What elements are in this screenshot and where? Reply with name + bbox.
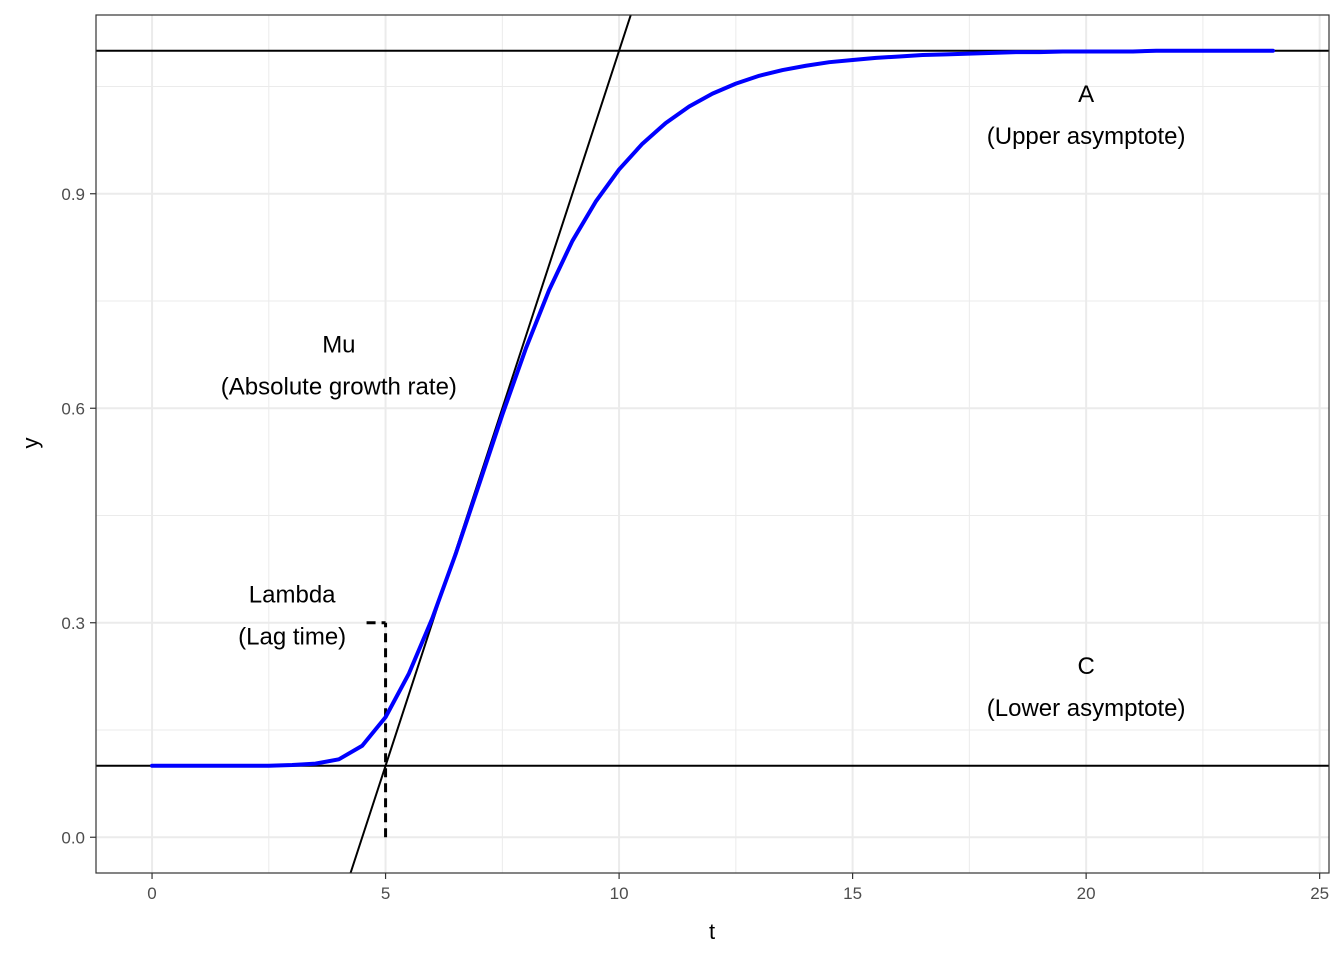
x-tick-label: 20 [1077,884,1096,903]
x-tick-label: 15 [843,884,862,903]
annotation-lambda-line: (Lag time) [238,624,346,651]
x-tick-label: 25 [1310,884,1329,903]
x-axis-title: t [709,919,715,944]
series-layer [150,48,1275,768]
x-tick-label: 10 [610,884,629,903]
y-tick-label: 0.9 [61,185,85,204]
annotations: A (Upper asymptote) C (Lower asymptote) Mu (A… [221,81,1186,722]
annotation-lambda-line: Lambda [249,582,336,609]
annotation-a-line: (Upper asymptote) [987,123,1186,150]
x-tick-label: 0 [147,884,156,903]
y-tick-label: 0.3 [61,614,85,633]
axes: 0 5 10 15 20 25 0.0 0.3 0.6 0.9 [61,185,1329,903]
y-tick-label: 0.0 [61,828,85,847]
annotation-a-line: A [1078,81,1094,108]
growth-curve-line [150,48,1275,768]
annotation-mu-line: Mu [322,331,355,358]
annotation-c-line: C [1077,653,1094,680]
annotation-c-line: (Lower asymptote) [987,695,1186,722]
y-tick-label: 0.6 [61,399,85,418]
panel-border [95,14,1330,874]
y-axis-title: y [18,438,43,449]
annotation-mu-line: (Absolute growth rate) [221,373,457,400]
grid-lines [96,15,1329,873]
x-tick-label: 5 [381,884,390,903]
